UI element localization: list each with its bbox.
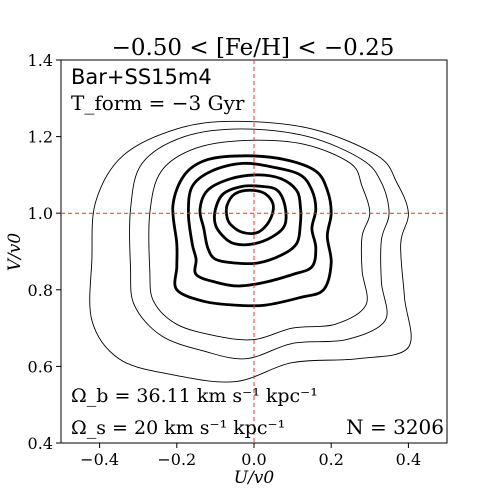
x-axis-label: U/v0 (234, 468, 275, 488)
contour-lines (89, 120, 412, 383)
contour-level-5 (187, 161, 318, 288)
x-tick-label: −0.4 (80, 450, 119, 469)
y-tick-label: 1.0 (28, 204, 53, 223)
reference-lines (61, 60, 447, 443)
y-tick-label: 1.4 (28, 51, 53, 70)
contour-level-6 (198, 173, 303, 266)
y-tick-label: 1.2 (28, 128, 53, 147)
x-tick-label: −0.2 (157, 450, 196, 469)
y-tick-label: 0.8 (28, 281, 53, 300)
model-label: Bar+SS15m4 (71, 65, 212, 89)
contour-level-2 (129, 128, 390, 360)
omega-b-label: Ω_b = 36.11 km s⁻¹ kpc⁻¹ (71, 385, 318, 407)
x-tick-label: 0.0 (241, 450, 266, 469)
contour-level-8 (224, 188, 275, 235)
tform-label: T_form = −3 Gyr (71, 91, 245, 115)
y-axis-label: V/v0 (5, 233, 25, 272)
x-tick-label: 0.4 (396, 450, 421, 469)
contour-level-3 (148, 139, 371, 341)
contour-level-4 (171, 154, 333, 308)
x-tick-label: 0.2 (318, 450, 343, 469)
omega-s-label: Ω_s = 20 km s⁻¹ kpc⁻¹ (71, 417, 285, 439)
x-axis-ticks: −0.4 −0.2 0.0 0.2 0.4 (80, 443, 421, 469)
n-stars-label: N = 3206 (346, 415, 444, 439)
chart-title: −0.50 < [Fe/H] < −0.25 (112, 35, 395, 61)
y-tick-label: 0.6 (28, 357, 53, 376)
y-tick-label: 0.4 (28, 434, 53, 453)
y-axis-ticks: 0.4 0.6 0.8 1.0 1.2 1.4 (28, 51, 61, 453)
contour-level-1 (89, 120, 412, 383)
